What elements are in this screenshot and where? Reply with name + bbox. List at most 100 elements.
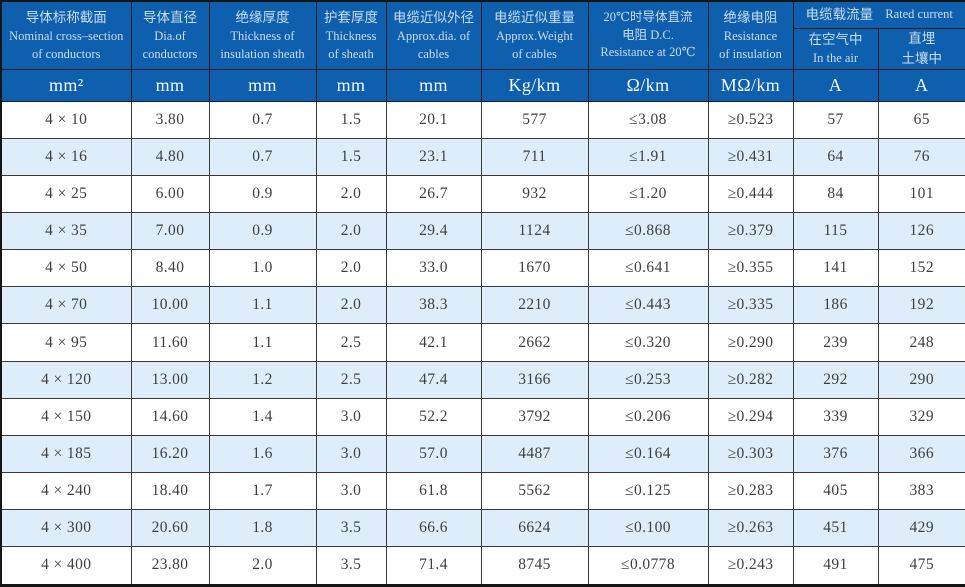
cell-r10-c4: 3.0	[315, 434, 387, 473]
unit-cell: Kg/km	[480, 69, 589, 102]
cell-r10-c5: 57.0	[385, 434, 482, 473]
header-line-zh: 绝缘厚度	[235, 9, 290, 25]
header-line-en: of insulation	[719, 46, 782, 61]
cell-r8-c1: 4 × 120	[0, 360, 132, 399]
header-row-main: 导体标称截面 Nominal cross–section of conducto…	[0, 0, 965, 70]
unit-cell: mm	[130, 69, 210, 102]
cell-r3-c4: 2.0	[315, 175, 387, 214]
cell-r1-c6: 577	[480, 100, 589, 140]
cell-r3-c8: ≥0.444	[707, 175, 794, 214]
cell-r7-c5: 42.1	[385, 323, 482, 362]
cell-r2-c10: 76	[877, 138, 965, 177]
table-row: 4 × 300 20.60 1.8 3.5 66.6 6624 ≤0.100 ≥0.263 45…	[0, 508, 965, 547]
table-row: 4 × 16 4.80 0.7 1.5 23.1 711 ≤1.91 ≥0.431 64 76	[0, 138, 965, 177]
cell-r1-c5: 20.1	[385, 100, 482, 140]
cell-r13-c1: 4 × 400	[0, 545, 132, 587]
cell-r9-c1: 4 × 150	[0, 397, 132, 436]
header-line-zh: 导体标称截面	[25, 9, 107, 25]
cell-r9-c8: ≥0.294	[707, 397, 794, 436]
cell-r2-c8: ≥0.431	[707, 138, 794, 177]
header-line-zh: 电缆近似外径	[393, 9, 474, 25]
cell-r10-c1: 4 × 185	[0, 434, 132, 473]
cell-r13-c7: ≤0.0778	[587, 545, 709, 587]
cell-r2-c2: 4.80	[130, 138, 210, 177]
cell-r6-c5: 38.3	[385, 286, 482, 325]
cell-r13-c3: 2.0	[208, 545, 317, 587]
table-row: 4 × 95 11.60 1.1 2.5 42.1 2662 ≤0.320 ≥0.290 239…	[0, 323, 965, 362]
header-line-zh: 直埋	[908, 30, 936, 46]
cell-r11-c1: 4 × 240	[0, 471, 132, 510]
cell-r9-c9: 339	[792, 397, 879, 436]
header-line-en: of cables	[512, 46, 557, 61]
header-line-en: Resistance	[723, 29, 778, 44]
cell-r11-c9: 405	[792, 471, 879, 510]
cell-r10-c8: ≥0.303	[707, 434, 794, 473]
cell-r11-c2: 18.40	[130, 471, 210, 510]
cell-r12-c5: 66.6	[385, 508, 482, 547]
header-line-zh: 20℃时导体直流	[603, 10, 693, 25]
cell-r1-c7: ≤3.08	[587, 100, 709, 140]
header-line-zh: 绝缘电阻	[723, 9, 778, 25]
cell-r1-c9: 57	[792, 100, 879, 140]
cell-r8-c2: 13.00	[130, 360, 210, 399]
header-line-mixed: 电阻 D.C.	[622, 27, 674, 42]
cell-r8-c8: ≥0.282	[707, 360, 794, 399]
cell-r5-c6: 1670	[480, 249, 589, 288]
header-buried-soil: 直埋 土壤中	[877, 27, 965, 70]
cell-r2-c1: 4 × 16	[0, 138, 132, 177]
cell-r7-c1: 4 × 95	[0, 323, 132, 362]
cell-r11-c10: 383	[877, 471, 965, 510]
header-insulation-thickness: 绝缘厚度 Thickness of insulation sheath	[208, 0, 317, 70]
header-line-en: Thickness	[325, 29, 377, 44]
cell-r9-c6: 3792	[480, 397, 589, 436]
cell-r1-c8: ≥0.523	[707, 100, 794, 140]
cell-r2-c7: ≤1.91	[587, 138, 709, 177]
cell-r12-c6: 6624	[480, 508, 589, 547]
unit-cell: mm	[315, 69, 387, 102]
cell-r13-c9: 491	[792, 545, 879, 587]
cell-r9-c3: 1.4	[208, 397, 317, 436]
cell-r11-c8: ≥0.283	[707, 471, 794, 510]
unit-cell: mm	[208, 69, 317, 102]
header-in-air: 在空气中 In the air	[792, 27, 879, 70]
header-line-zh: 护套厚度	[324, 9, 378, 25]
cell-r4-c6: 1124	[480, 212, 589, 251]
cell-r13-c2: 23.80	[130, 545, 210, 587]
cell-r7-c3: 1.1	[208, 323, 317, 362]
cell-r6-c4: 2.0	[315, 286, 387, 325]
unit-cell: Ω/km	[587, 69, 709, 102]
cell-r9-c7: ≤0.206	[587, 397, 709, 436]
cell-r1-c10: 65	[877, 100, 965, 140]
cell-r12-c4: 3.5	[315, 508, 387, 547]
cell-r2-c9: 64	[792, 138, 879, 177]
header-line-en: cables	[417, 46, 450, 61]
cell-r5-c10: 152	[877, 249, 965, 288]
header-dc-resistance: 20℃时导体直流 电阻 D.C. Resistance at 20℃	[587, 0, 709, 70]
table-header: 导体标称截面 Nominal cross–section of conducto…	[0, 0, 965, 102]
header-row-units: mm² mm mm mm mm Kg/km Ω/km MΩ/km A A	[0, 69, 965, 102]
cell-r3-c7: ≤1.20	[587, 175, 709, 214]
cell-r12-c9: 451	[792, 508, 879, 547]
cell-r5-c7: ≤0.641	[587, 249, 709, 288]
cell-r13-c5: 71.4	[385, 545, 482, 587]
cell-r7-c10: 248	[877, 323, 965, 362]
header-line-zh: 在空气中	[808, 31, 863, 47]
cell-r12-c2: 20.60	[130, 508, 210, 547]
cell-r1-c1: 4 × 10	[0, 100, 132, 140]
cell-r6-c9: 186	[792, 286, 879, 325]
cell-r6-c3: 1.1	[208, 286, 317, 325]
header-sheath-thickness: 护套厚度 Thickness of sheath	[315, 0, 387, 70]
header-nominal-cross-section: 导体标称截面 Nominal cross–section of conducto…	[0, 0, 132, 70]
cell-r4-c8: ≥0.379	[707, 212, 794, 251]
cell-r7-c6: 2662	[480, 323, 589, 362]
table-row: 4 × 10 3.80 0.7 1.5 20.1 577 ≤3.08 ≥0.523 57 65	[0, 100, 965, 140]
table-row: 4 × 400 23.80 2.0 3.5 71.4 8745 ≤0.0778 ≥0.243 4…	[0, 545, 965, 587]
header-line-en: of conductors	[32, 46, 101, 61]
table-row: 4 × 35 7.00 0.9 2.0 29.4 1124 ≤0.868 ≥0.379 115 1…	[0, 212, 965, 251]
cell-r3-c5: 26.7	[385, 175, 482, 214]
cell-r9-c4: 3.0	[315, 397, 387, 436]
cell-r13-c8: ≥0.243	[707, 545, 794, 587]
cell-r13-c6: 8745	[480, 545, 589, 587]
header-rated-current-en: Rated current	[885, 7, 953, 21]
cell-r1-c3: 0.7	[208, 100, 317, 140]
